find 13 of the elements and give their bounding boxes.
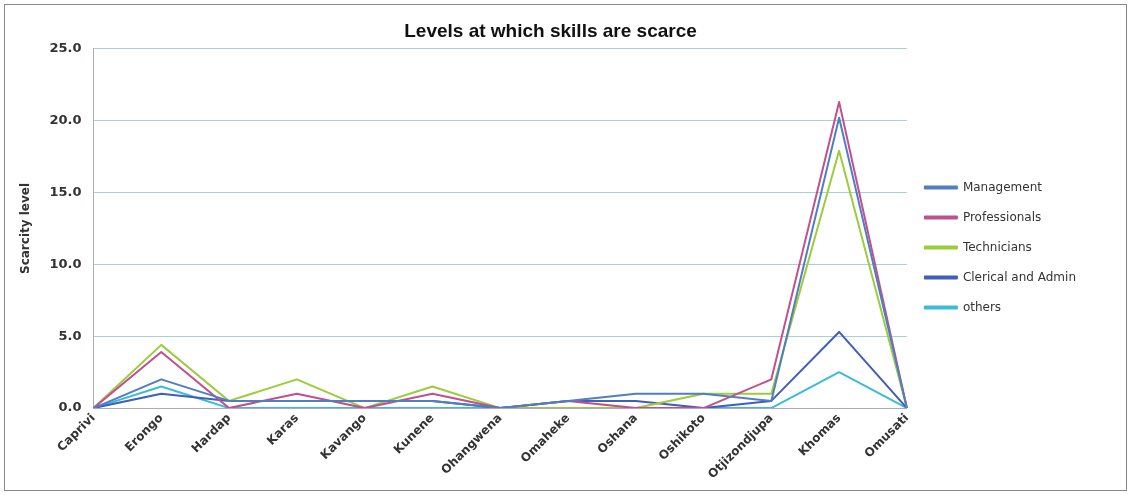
chart-title: Levels at which skills are scarce [404,19,697,41]
y-tick-label: 20.0 [49,112,82,128]
y-tick-label: 25.0 [49,40,82,56]
legend-label: Technicians [961,239,1032,254]
legend-label: others [962,299,1002,314]
y-tick-label: 10.0 [49,255,82,271]
legend-label: Professionals [962,209,1042,224]
y-tick-label: 15.0 [49,183,82,199]
y-tick-label: 0.0 [58,399,82,415]
y-axis-title: Scarcity level [18,182,33,274]
y-tick-label: 5.0 [58,327,82,343]
legend-label: Management [962,179,1043,194]
legend-label: Clerical and Admin [962,269,1077,284]
